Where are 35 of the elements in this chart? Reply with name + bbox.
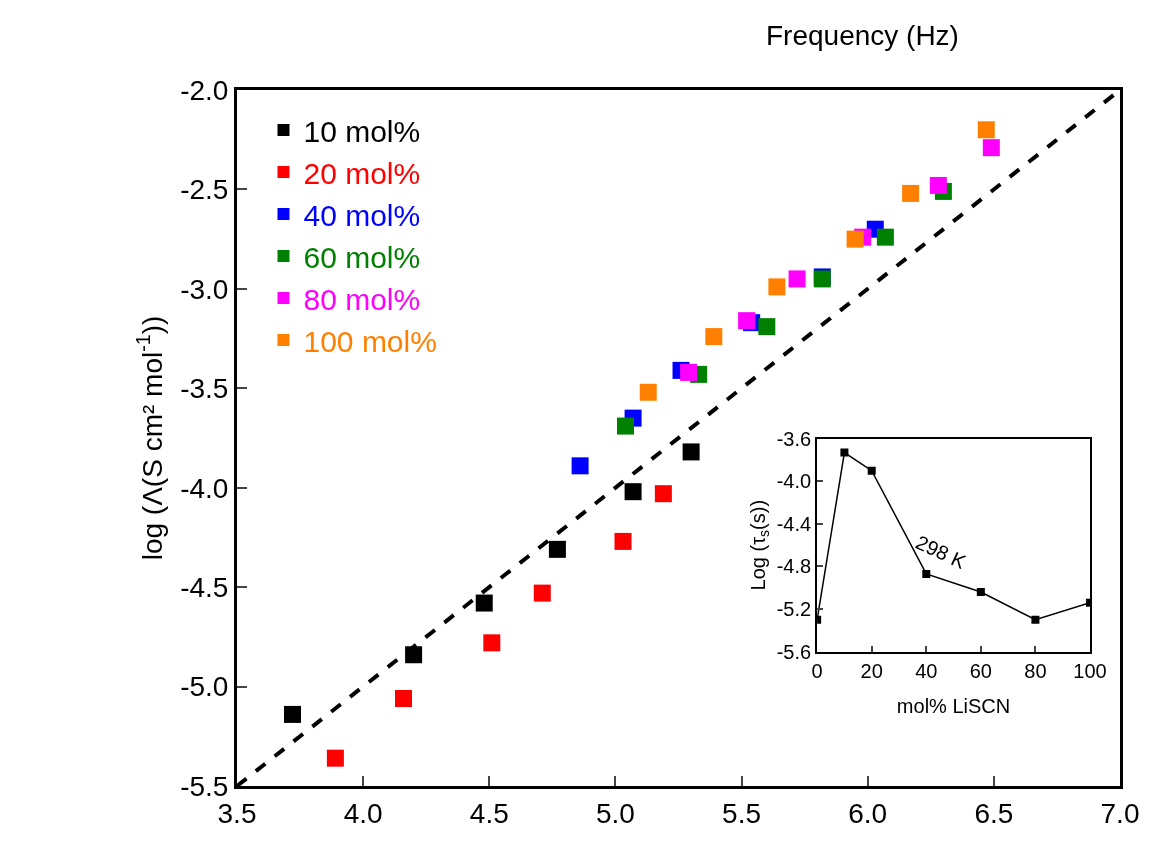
legend-label: 80 mol%	[303, 282, 421, 316]
annotation: 298 K	[912, 530, 970, 574]
x-tick-label: 5.0	[595, 797, 635, 829]
y-tick-label: -4.5	[180, 571, 229, 603]
x-tick-label: 20	[860, 659, 883, 682]
y-tick-label: -2.0	[180, 74, 229, 106]
legend-label: 60 mol%	[303, 240, 421, 274]
x-tick-label: 6.0	[848, 797, 888, 829]
x-tick-label: 40	[915, 659, 938, 682]
x-tick-label: 100	[1073, 659, 1107, 682]
y-tick-label: -5.2	[776, 598, 812, 621]
y-tick-label: -4.4	[776, 512, 812, 535]
x-tick-label: 7.0	[1100, 797, 1140, 829]
y-tick-label: -3.0	[180, 273, 229, 305]
legend-label: 20 mol%	[303, 156, 421, 190]
y-tick-label: -4.8	[776, 555, 812, 578]
text: Frequency (Hz)	[766, 20, 959, 51]
x-tick-label: 80	[1024, 659, 1047, 682]
legend-label: 100 mol%	[303, 324, 437, 358]
legend-label: 40 mol%	[303, 198, 421, 232]
y-tick-label: -4.0	[180, 472, 229, 504]
x-axis-title: mol% LiSCN	[896, 694, 1011, 717]
legend-label: 10 mol%	[303, 114, 421, 148]
x-tick-label: 4.0	[343, 797, 383, 829]
x-tick-label: 6.5	[974, 797, 1014, 829]
y-tick-label: -5.6	[776, 640, 812, 663]
x-tick-label: 5.5	[722, 797, 762, 829]
x-tick-label: 0	[811, 659, 823, 682]
y-tick-label: -5.0	[180, 671, 229, 703]
y-tick-label: -2.5	[180, 174, 229, 206]
y-tick-label: -3.5	[180, 373, 229, 405]
x-tick-label: 60	[969, 659, 992, 682]
y-tick-label: -4.0	[776, 470, 812, 493]
y-tick-label: -3.6	[776, 427, 812, 450]
x-tick-label: 4.5	[469, 797, 509, 829]
